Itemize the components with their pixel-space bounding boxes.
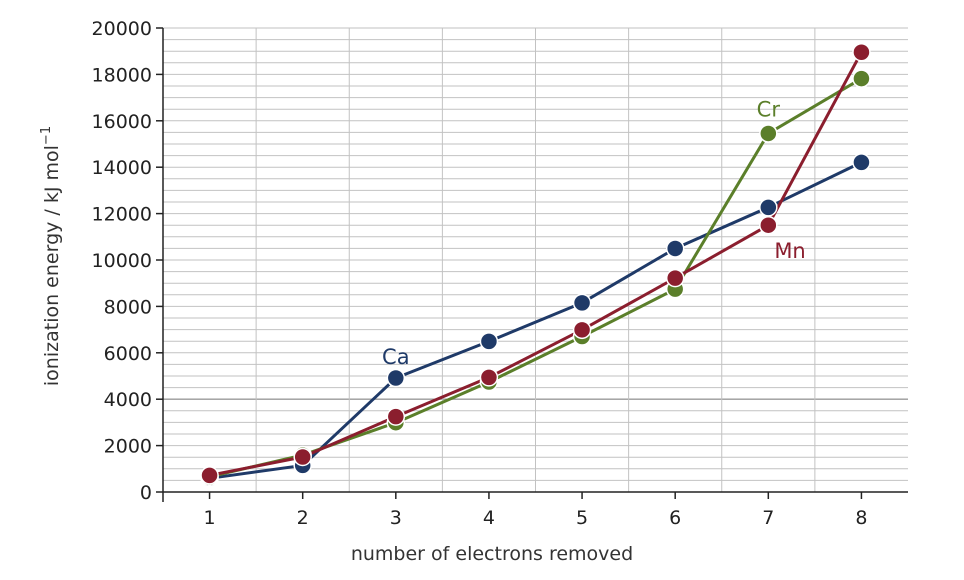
x-tick-label: 4: [483, 507, 495, 529]
x-tick-label: 3: [390, 507, 402, 529]
grid: [163, 27, 908, 492]
x-axis-label: number of electrons removed: [351, 543, 633, 565]
data-point-mn: [665, 268, 685, 288]
data-point-mn: [852, 42, 871, 62]
data-point-ca: [665, 239, 685, 258]
y-tick-label: 16000: [92, 111, 152, 133]
data-point-ca: [759, 198, 778, 217]
data-point-mn: [759, 215, 778, 235]
data-point-mn: [479, 368, 499, 387]
data-point-mn: [200, 466, 219, 485]
y-tick-label: 8000: [104, 296, 152, 318]
y-tick-label: 4000: [104, 389, 152, 411]
x-tick-label: 5: [576, 507, 588, 529]
x-tick-label: 6: [669, 507, 681, 529]
x-tick-label: 7: [762, 507, 774, 529]
y-tick-label: 6000: [104, 343, 152, 365]
y-tick-label: 0: [140, 482, 152, 504]
data-point-mn: [293, 447, 312, 467]
data-point-ca: [852, 153, 871, 172]
series-label-cr: Cr: [757, 97, 781, 121]
y-tick-label: 10000: [92, 250, 152, 272]
tick-labels: 0 2000 4000 6000 8000 10000 12000 14000 16000 180…: [92, 18, 868, 529]
series-line-mn: [209, 51, 863, 477]
y-tick-label: 12000: [92, 204, 152, 226]
axes: [156, 27, 908, 502]
y-tick-label: 2000: [104, 436, 152, 458]
series-labels: Ca Cr Mn: [382, 97, 806, 369]
data-point-ca: [479, 332, 499, 351]
series-label-mn: Mn: [774, 239, 805, 263]
series-label-ca: Ca: [382, 345, 410, 369]
data-point-ca: [386, 368, 406, 388]
data-point-mn: [572, 320, 592, 340]
y-tick-label: 14000: [92, 157, 152, 179]
data-point-ca: [572, 293, 592, 313]
y-tick-label: 18000: [92, 64, 152, 86]
y-axis-label: ionization energy / kJ mol−1: [39, 126, 63, 386]
x-tick-label: 8: [855, 507, 867, 529]
data-point-cr: [759, 124, 778, 143]
y-tick-label: 20000: [92, 18, 152, 40]
data-point-mn: [386, 407, 406, 426]
data-point-cr: [852, 69, 871, 88]
series-group: [200, 42, 871, 488]
x-tick-label: 2: [297, 507, 309, 529]
y-axis-label-superscript: −1: [39, 126, 54, 145]
x-tick-label: 1: [204, 507, 216, 529]
y-axis-label-main: ionization energy / kJ mol: [41, 145, 63, 386]
